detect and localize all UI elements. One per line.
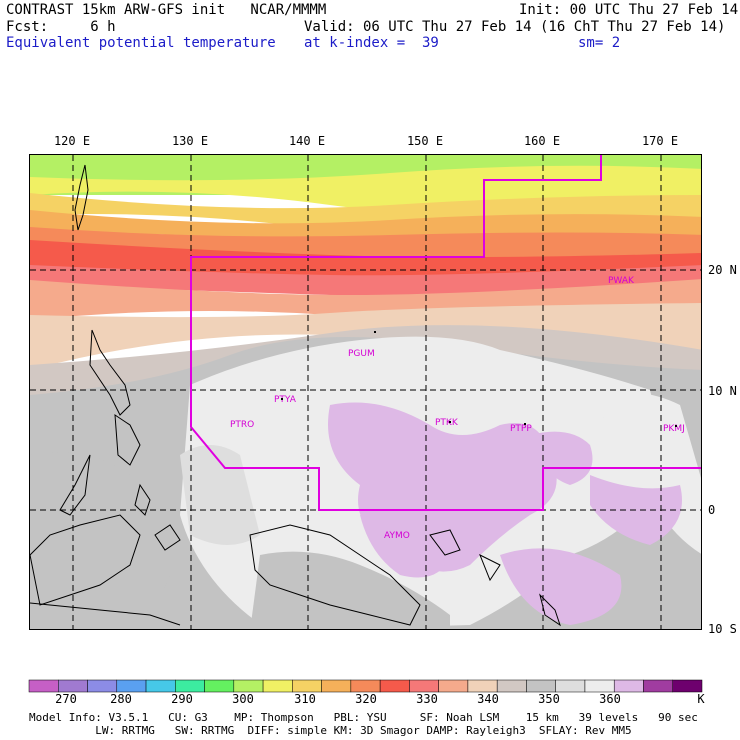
colorbar-swatch [28, 679, 59, 693]
colorbar-swatch [409, 679, 439, 693]
colorbar [28, 679, 703, 693]
lon-label-140e: 140 E [288, 134, 326, 148]
station-pwak: PWAK [608, 276, 635, 286]
station-ptkk: PTKK [435, 418, 459, 428]
colorbar-label-320: 320 [355, 692, 377, 706]
colorbar-swatch [672, 679, 703, 693]
lon-label-160e: 160 E [523, 134, 561, 148]
station-pgum: PGUM [348, 349, 375, 359]
colorbar-swatch [116, 679, 147, 693]
lon-label-170e: 170 E [641, 134, 679, 148]
colorbar-label-290: 290 [171, 692, 193, 706]
station-aymo: AYMO [384, 531, 410, 541]
colorbar-label-340: 340 [477, 692, 499, 706]
colorbar-swatch [379, 679, 410, 693]
colorbar-swatch [233, 679, 264, 693]
colorbar-label-360: 360 [599, 692, 621, 706]
map-panel: PGUM PTYA PTRO PTKK PTPP PKMJ PWAK AYMO [29, 154, 702, 630]
header-valid-time: Valid: 06 UTC Thu 27 Feb 14 (16 ChT Thu … [304, 19, 726, 35]
colorbar-swatch [321, 679, 352, 693]
colorbar-swatch [145, 679, 176, 693]
colorbar-swatch [438, 679, 469, 693]
lat-label-20n: 20 N [708, 263, 737, 277]
station-pkmj: PKMJ [663, 424, 685, 434]
colorbar-swatch [350, 679, 381, 693]
colorbar-label-270: 270 [55, 692, 77, 706]
colorbar-swatch [496, 679, 527, 693]
station-ptya: PTYA [274, 395, 297, 405]
lon-label-150e: 150 E [406, 134, 444, 148]
station-ptro: PTRO [230, 420, 254, 430]
colorbar-unit: K [697, 692, 705, 706]
header-title: CONTRAST 15km ARW-GFS init NCAR/MMMM [6, 2, 327, 18]
colorbar-swatch [58, 679, 88, 693]
colorbar-label-280: 280 [110, 692, 132, 706]
station-ptpp: PTPP [510, 424, 532, 434]
colorbar-label-300: 300 [232, 692, 254, 706]
theta-e-field: PGUM PTYA PTRO PTKK PTPP PKMJ PWAK AYMO [30, 155, 701, 629]
colorbar-label-330: 330 [416, 692, 438, 706]
header-forecast-hour: Fcst: 6 h [6, 19, 116, 35]
lat-label-0: 0 [708, 503, 716, 517]
header-field-name: Equivalent potential temperature [6, 35, 276, 51]
colorbar-swatch [555, 679, 586, 693]
header-smoothing: sm= 2 [578, 35, 621, 51]
lon-label-130e: 130 E [171, 134, 209, 148]
colorbar-swatch [292, 679, 322, 693]
header-init-time: Init: 00 UTC Thu 27 Feb 14 [519, 2, 739, 18]
colorbar-swatch [262, 679, 293, 693]
colorbar-swatch [613, 679, 644, 693]
colorbar-swatch [584, 679, 615, 693]
colorbar-swatch [467, 679, 498, 693]
footer-physics-info: LW: RRTMG SW: RRTMG DIFF: simple KM: 3D … [29, 724, 632, 737]
lat-label-10s: 10 S [708, 622, 737, 636]
colorbar-swatch [87, 679, 118, 693]
colorbar-swatch [643, 679, 673, 693]
footer-model-info: Model Info: V3.5.1 CU: G3 MP: Thompson P… [29, 711, 698, 724]
colorbar-label-310: 310 [294, 692, 316, 706]
lon-label-120e: 120 E [53, 134, 91, 148]
colorbar-swatch [175, 679, 205, 693]
colorbar-label-350: 350 [538, 692, 560, 706]
colorbar-swatch [526, 679, 556, 693]
lat-label-10n: 10 N [708, 384, 737, 398]
header-level: at k-index = 39 [304, 35, 439, 51]
colorbar-swatch [204, 679, 235, 693]
